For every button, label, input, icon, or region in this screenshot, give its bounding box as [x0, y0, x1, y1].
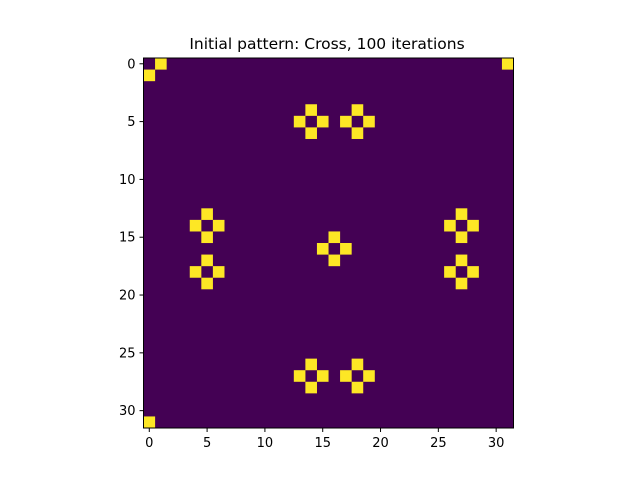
y-tick-label: 10	[119, 173, 136, 188]
x-tick-label: 20	[372, 436, 389, 451]
heatmap-cell	[201, 208, 213, 220]
heatmap-cell	[293, 370, 306, 382]
x-axis: 0 5 10 15 20 25 30	[145, 428, 504, 451]
heatmap-cell	[363, 370, 375, 382]
x-tick-label: 10	[257, 436, 274, 451]
heatmap-cell	[444, 266, 456, 278]
plot-area	[143, 57, 514, 429]
heatmap-cell	[212, 266, 225, 278]
heatmap-cell	[340, 243, 352, 255]
heatmap-cell	[351, 358, 364, 371]
heatmap-cell	[351, 381, 364, 394]
y-tick-label: 0	[127, 57, 135, 72]
heatmap-cell	[189, 219, 202, 232]
y-tick-label: 20	[119, 289, 136, 304]
heatmap-cell	[305, 358, 317, 371]
heatmap-cell	[467, 266, 479, 278]
heatmap-cell	[316, 370, 329, 382]
heatmap-cell	[340, 115, 352, 128]
heatmap-cell	[316, 115, 329, 128]
heatmap-cell	[455, 231, 468, 244]
heatmap-cell	[305, 104, 317, 116]
y-tick-label: 30	[119, 404, 136, 419]
heatmap-cell	[455, 277, 468, 290]
heatmap-cell	[212, 219, 225, 232]
y-tick-label: 5	[127, 115, 135, 130]
heatmap-cell	[305, 381, 317, 394]
heatmap-cell	[201, 254, 213, 267]
y-axis: 0 5 10 15 20 25 30	[119, 57, 144, 419]
x-tick-label: 30	[488, 436, 505, 451]
heatmap-cell	[305, 127, 317, 139]
x-tick-label: 25	[430, 436, 447, 451]
x-tick-label: 15	[314, 436, 331, 451]
y-tick-label: 15	[119, 231, 136, 246]
axes-frame	[143, 57, 514, 429]
heatmap-cell	[293, 115, 306, 128]
chart-title: Initial pattern: Cross, 100 iterations	[189, 35, 464, 53]
heatmap-cell	[351, 127, 364, 139]
heatmap-cell	[201, 277, 213, 290]
heatmap-cell	[363, 115, 375, 128]
heatmap-cell	[316, 243, 329, 255]
heatmap-cell	[444, 219, 456, 232]
heatmap-cells	[143, 58, 514, 429]
heatmap-cell	[328, 254, 341, 267]
heatmap-cell	[143, 416, 156, 429]
heatmap-cell	[501, 58, 514, 70]
heatmap-cell	[155, 58, 167, 70]
heatmap-cell	[143, 69, 156, 82]
heatmap-cell	[467, 219, 479, 232]
x-tick-label: 0	[145, 436, 153, 451]
heatmap-cell	[189, 266, 202, 278]
heatmap-cell	[328, 231, 341, 244]
heatmap-cell	[455, 254, 468, 267]
x-tick-label: 5	[203, 436, 211, 451]
y-tick-label: 25	[119, 346, 136, 361]
heatmap-cell	[201, 231, 213, 244]
heatmap-cell	[351, 104, 364, 116]
heatmap-cell	[455, 208, 468, 220]
heatmap-cell	[340, 370, 352, 382]
